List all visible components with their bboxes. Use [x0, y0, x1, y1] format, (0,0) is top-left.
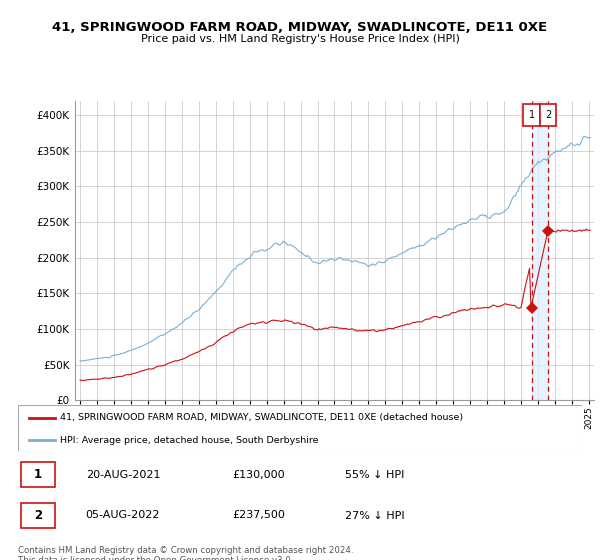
Text: Contains HM Land Registry data © Crown copyright and database right 2024.
This d: Contains HM Land Registry data © Crown c…	[18, 546, 353, 560]
Text: 1: 1	[529, 110, 535, 120]
Text: £130,000: £130,000	[232, 470, 285, 479]
Text: 2: 2	[545, 110, 551, 120]
Bar	[21, 462, 55, 487]
Text: 27% ↓ HPI: 27% ↓ HPI	[345, 511, 405, 520]
FancyBboxPatch shape	[523, 104, 540, 126]
Text: Price paid vs. HM Land Registry's House Price Index (HPI): Price paid vs. HM Land Registry's House …	[140, 34, 460, 44]
Text: 05-AUG-2022: 05-AUG-2022	[86, 511, 160, 520]
Text: HPI: Average price, detached house, South Derbyshire: HPI: Average price, detached house, Sout…	[60, 436, 319, 445]
Text: 41, SPRINGWOOD FARM ROAD, MIDWAY, SWADLINCOTE, DE11 0XE: 41, SPRINGWOOD FARM ROAD, MIDWAY, SWADLI…	[52, 21, 548, 34]
Text: 20-AUG-2021: 20-AUG-2021	[86, 470, 160, 479]
FancyBboxPatch shape	[540, 104, 556, 126]
Text: 1: 1	[34, 468, 42, 481]
Text: 2: 2	[34, 509, 42, 522]
Text: 55% ↓ HPI: 55% ↓ HPI	[345, 470, 404, 479]
Bar	[532, 101, 548, 400]
Text: 41, SPRINGWOOD FARM ROAD, MIDWAY, SWADLINCOTE, DE11 0XE (detached house): 41, SPRINGWOOD FARM ROAD, MIDWAY, SWADLI…	[60, 413, 463, 422]
Text: £237,500: £237,500	[232, 511, 285, 520]
Bar	[21, 503, 55, 528]
